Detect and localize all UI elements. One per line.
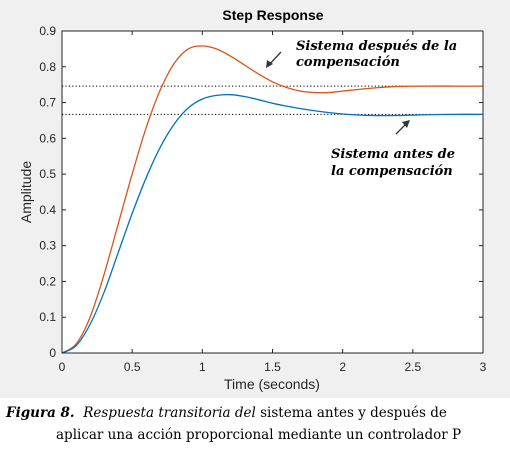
chart-panel: Step Response 0 0.5 1 1.5 2 2.5 3 0 0.1 0.2 0.3 0.… bbox=[0, 0, 510, 398]
y-tick-label-0: 0 bbox=[49, 346, 56, 360]
chart-title: Step Response bbox=[222, 7, 323, 23]
y-tick-labels: 0 0.1 0.2 0.3 0.4 0.5 0.6 0.7 0.8 0.9 bbox=[39, 24, 56, 360]
y-tick-label-4: 0.4 bbox=[39, 203, 56, 217]
x-tick-label-6: 3 bbox=[480, 360, 487, 374]
annotation-before-line2: la compensación bbox=[331, 164, 453, 179]
y-axis-title: Amplitude bbox=[18, 161, 34, 223]
x-tick-label-2: 1 bbox=[199, 360, 206, 374]
x-tick-label-5: 2.5 bbox=[404, 360, 421, 374]
x-axis-title: Time (seconds) bbox=[224, 376, 320, 392]
annotation-after: Sistema después de la compensación bbox=[266, 39, 457, 70]
y-tick-label-6: 0.6 bbox=[39, 131, 56, 145]
arrow-icon bbox=[266, 51, 282, 68]
x-tick-label-3: 1.5 bbox=[264, 360, 281, 374]
y-tick-label-1: 0.1 bbox=[39, 310, 56, 324]
caption-label: Figura 8. bbox=[6, 405, 75, 421]
y-tick-label-8: 0.8 bbox=[39, 60, 56, 74]
arrow-icon bbox=[395, 120, 410, 135]
annotation-before-line1: Sistema antes de bbox=[331, 147, 455, 162]
y-tick-label-9: 0.9 bbox=[39, 24, 56, 38]
annotation-after-line2: compensación bbox=[296, 55, 400, 70]
annotation-before: Sistema antes de la compensación bbox=[331, 120, 455, 179]
step-response-chart: Step Response 0 0.5 1 1.5 2 2.5 3 0 0.1 0.2 0.3 0.… bbox=[18, 7, 487, 392]
plot-area bbox=[62, 31, 483, 353]
caption-line-1: Figura 8. Respuesta transitoria del sist… bbox=[6, 402, 447, 424]
y-tick-label-5: 0.5 bbox=[39, 167, 56, 181]
x-tick-label-0: 0 bbox=[59, 360, 66, 374]
caption-line-2: aplicar una acción proporcional mediante… bbox=[56, 427, 462, 443]
caption-plain-text: sistema antes y después de bbox=[255, 405, 447, 421]
series-line-0 bbox=[61, 45, 483, 354]
figure-caption: Figura 8. Respuesta transitoria del sist… bbox=[0, 400, 510, 452]
axis-ticks bbox=[61, 30, 484, 354]
series-group bbox=[61, 45, 484, 354]
x-tick-labels: 0 0.5 1 1.5 2 2.5 3 bbox=[59, 360, 487, 374]
y-tick-label-2: 0.2 bbox=[39, 274, 56, 288]
series-line-1 bbox=[61, 93, 484, 354]
y-tick-label-3: 0.3 bbox=[39, 239, 56, 253]
y-tick-label-7: 0.7 bbox=[39, 96, 56, 110]
caption-italic-text: Respuesta transitoria del bbox=[83, 405, 256, 421]
annotation-after-line1: Sistema después de la bbox=[296, 39, 457, 54]
x-tick-label-1: 0.5 bbox=[124, 360, 141, 374]
x-tick-label-4: 2 bbox=[339, 360, 346, 374]
